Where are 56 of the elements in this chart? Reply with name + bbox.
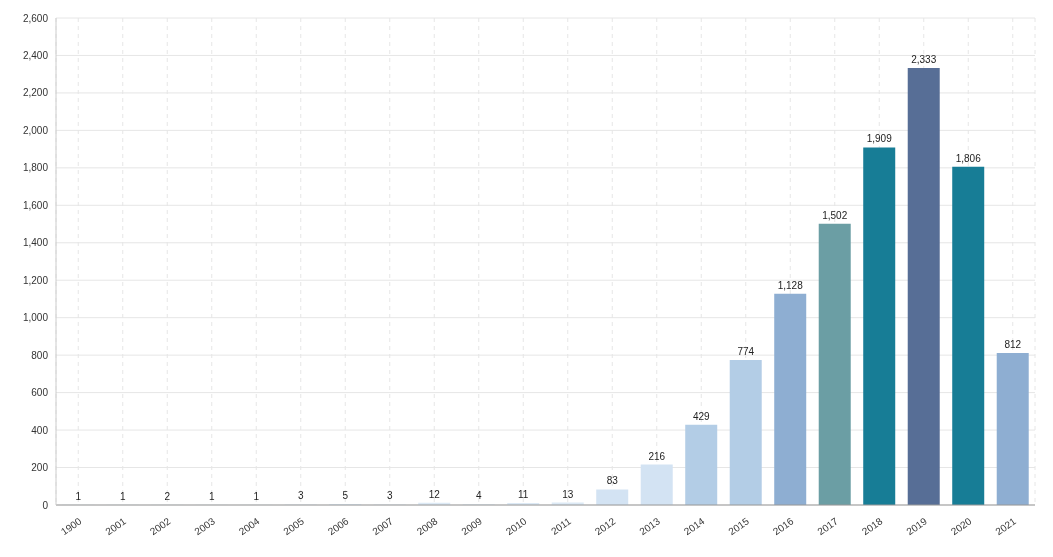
x-tick-label: 2010 [503, 515, 529, 538]
x-tick-label: 2013 [637, 515, 663, 538]
data-label: 429 [692, 410, 711, 422]
x-tick-label: 2012 [592, 515, 618, 538]
x-tick-label: 2005 [281, 515, 307, 538]
y-tick-label: 0 [42, 499, 49, 511]
y-tick-label: 400 [31, 424, 49, 436]
x-tick-label: 1900 [58, 515, 84, 538]
data-label: 3 [297, 490, 304, 502]
x-tick-label: 2019 [904, 515, 930, 538]
data-label: 1 [253, 490, 260, 502]
x-tick-label: 2016 [770, 515, 796, 538]
data-label: 216 [648, 450, 666, 462]
x-tick-label: 2003 [192, 515, 218, 538]
data-label: 11 [518, 488, 529, 500]
y-tick-label: 2,600 [22, 12, 49, 24]
data-label: 2,333 [911, 54, 937, 66]
y-tick-label: 800 [31, 349, 49, 361]
data-label: 1,128 [777, 279, 804, 291]
y-tick-label: 600 [31, 387, 49, 399]
x-tick-label: 2001 [103, 515, 129, 538]
x-tick-label: 2014 [681, 515, 707, 538]
x-tick-label: 2021 [993, 515, 1019, 538]
x-tick-label: 2015 [726, 515, 752, 538]
x-tick-label: 2011 [549, 515, 574, 537]
data-label: 13 [562, 488, 574, 500]
y-tick-label: 1,400 [22, 237, 49, 249]
data-label: 5 [342, 490, 349, 502]
data-label: 3 [386, 490, 393, 502]
data-label: 1 [75, 490, 82, 502]
data-label: 812 [1004, 338, 1022, 350]
y-tick-label: 1,800 [22, 162, 49, 174]
x-tick-label: 2002 [147, 515, 173, 538]
data-label: 774 [737, 346, 755, 358]
data-label: 1 [119, 490, 126, 502]
data-label: 2 [164, 490, 171, 502]
data-label: 1,909 [866, 133, 893, 145]
y-tick-label: 1,000 [22, 312, 49, 324]
y-tick-label: 2,000 [22, 124, 49, 136]
y-tick-label: 2,200 [22, 87, 49, 99]
data-label: 1,806 [955, 152, 982, 164]
data-label: 83 [606, 475, 619, 487]
y-tick-label: 1,600 [22, 199, 49, 211]
data-label: 4 [475, 490, 482, 502]
x-tick-label: 2008 [414, 515, 440, 538]
x-tick-label: 2009 [459, 515, 485, 538]
y-tick-label: 200 [31, 462, 49, 474]
x-tick-label: 2004 [236, 515, 262, 538]
x-tick-label: 2020 [948, 515, 974, 538]
y-tick-label: 1,200 [22, 274, 49, 286]
x-tick-label: 2018 [859, 515, 885, 538]
data-label: 1 [208, 490, 215, 502]
x-tick-label: 2006 [325, 515, 351, 538]
data-label: 1,502 [822, 209, 848, 221]
y-tick-label: 2,400 [22, 50, 49, 62]
data-label: 12 [428, 488, 441, 500]
